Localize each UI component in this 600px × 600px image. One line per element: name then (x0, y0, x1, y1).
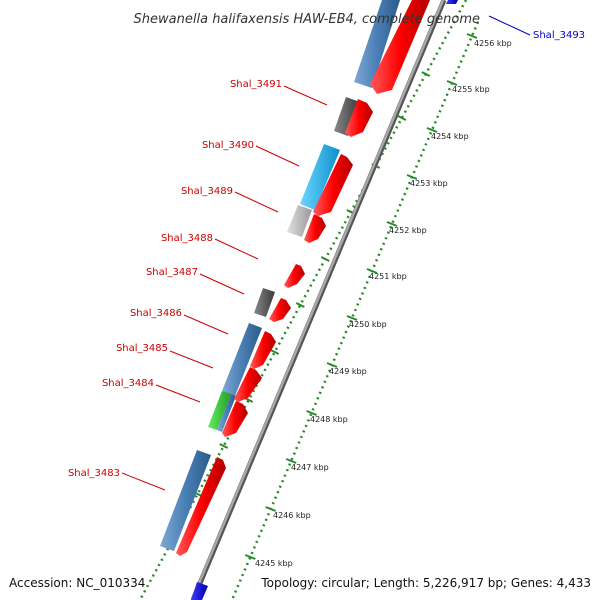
gene-reverse-shal-3489 (287, 205, 312, 237)
ring-tick (219, 443, 229, 449)
kbp-tick (466, 33, 478, 39)
gene-reverse-shal-3484 (217, 394, 236, 432)
callout-shal-3489 (234, 191, 279, 213)
gene-forward-shal-3489 (304, 214, 326, 243)
callout-shal-3488 (214, 238, 259, 260)
map-title: Shewanella halifaxensis HAW-EB4, complet… (134, 12, 480, 27)
kbp-tick (406, 174, 418, 180)
kbp-label: 4250 kbp (349, 320, 387, 329)
gene-reverse-shal-3487 (254, 288, 275, 317)
ring-tick (295, 302, 305, 308)
ring-tick (320, 256, 330, 262)
ring-tick (270, 349, 280, 355)
gene-forward-top (370, 0, 430, 94)
kbp-label: 4245 kbp (255, 559, 293, 568)
gene-labels: Shal_3493 Shal_3491 Shal_3490 Shal_3489 … (68, 30, 585, 479)
gene-forward-shal-3484 (222, 401, 248, 437)
callout-shal-3487 (199, 273, 245, 295)
gene-label[interactable]: Shal_3484 (102, 378, 154, 389)
gene-callout-lines (121, 15, 531, 491)
gene-reverse-shal-3486 (222, 323, 262, 396)
kbp-tick (386, 221, 398, 227)
gene-forward-shal-3491 (345, 99, 373, 137)
reverse-strand-genes (160, 0, 400, 551)
gene-label[interactable]: Shal_3489 (181, 186, 233, 197)
gene-forward-shal-3487 (269, 298, 291, 322)
gene-reverse-shal-3483 (160, 450, 211, 551)
kbp-label: 4255 kbp (452, 85, 490, 94)
kbp-ring-ticks (244, 33, 478, 560)
ring-tick (397, 115, 407, 121)
callout-shal-3484 (155, 384, 201, 403)
callout-shal-3490 (255, 145, 300, 167)
gene-forward-shal-3490 (313, 154, 353, 216)
kbp-tick (306, 410, 317, 416)
gene-reverse-shal-3491 (334, 97, 360, 136)
callout-shal-3483 (121, 472, 166, 491)
kbp-labels: 4256 kbp 4255 kbp 4254 kbp 4253 kbp 4252… (255, 39, 512, 568)
gene-forward-shal-3488 (284, 264, 305, 288)
gene-label[interactable]: Shal_3487 (146, 267, 198, 278)
ring-tick (421, 71, 431, 77)
kbp-tick (366, 268, 378, 274)
kbp-tick (285, 458, 297, 464)
kbp-label: 4252 kbp (389, 226, 427, 235)
gene-reverse-top (354, 0, 400, 88)
kbp-tick (446, 80, 458, 86)
kbp-tick (346, 315, 358, 321)
kbp-label: 4256 kbp (474, 39, 512, 48)
forward-strand-genes (176, 0, 430, 556)
kbp-label: 4251 kbp (369, 272, 407, 281)
gene-label[interactable]: Shal_3491 (230, 79, 282, 90)
kbp-label: 4253 kbp (410, 179, 448, 188)
accession-text: Accession: NC_010334 (9, 576, 145, 590)
callout-shal-3486 (183, 314, 229, 335)
kbp-label: 4248 kbp (310, 415, 348, 424)
gene-bottom-blue (191, 582, 208, 600)
kbp-tick (244, 554, 256, 560)
callout-shal-3491 (283, 85, 328, 106)
gene-forward-shal-3485 (234, 367, 262, 402)
gene-shal-3493 (446, 0, 458, 4)
topology-text: Topology: circular; Length: 5,226,917 bp… (260, 576, 591, 590)
gene-forward-shal-3483 (176, 457, 226, 556)
callout-shal-3493 (488, 15, 531, 36)
kbp-tick (265, 506, 277, 512)
kbp-label: 4254 kbp (431, 132, 469, 141)
kbp-tick (326, 362, 338, 368)
gene-label[interactable]: Shal_3483 (68, 468, 120, 479)
callout-shal-3485 (169, 350, 214, 369)
gene-label[interactable]: Shal_3485 (116, 343, 168, 354)
kbp-dotted-ring (230, 21, 480, 600)
gene-reverse-shal-3490 (300, 144, 340, 210)
gene-reverse-shal-3484-green (208, 391, 231, 430)
kbp-label: 4249 kbp (329, 367, 367, 376)
gene-forward-shal-3486 (250, 331, 276, 369)
kbp-label: 4247 kbp (291, 463, 329, 472)
kbp-label: 4246 kbp (273, 511, 311, 520)
gene-label[interactable]: Shal_3490 (202, 140, 254, 151)
gene-label[interactable]: Shal_3488 (161, 233, 213, 244)
kbp-tick (426, 127, 438, 133)
gene-label[interactable]: Shal_3493 (533, 30, 585, 41)
gene-label[interactable]: Shal_3486 (130, 308, 182, 319)
genome-backbone (190, 0, 445, 600)
